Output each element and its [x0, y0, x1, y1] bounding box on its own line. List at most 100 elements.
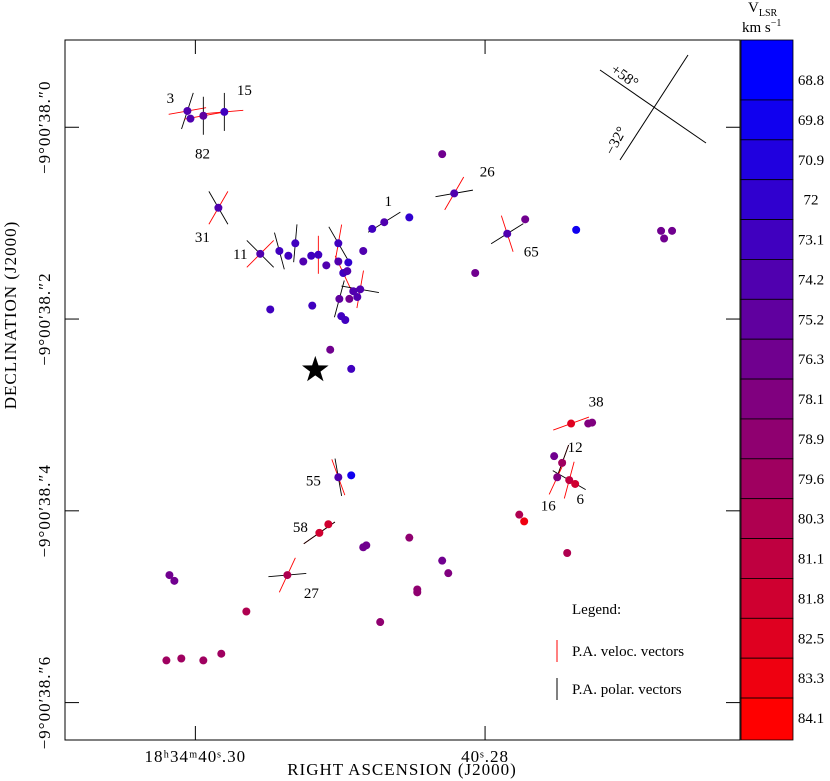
- colorbar-label: 78.1: [798, 392, 824, 408]
- colorbar-cell: [740, 418, 794, 460]
- plot-frame: [64, 39, 741, 741]
- maser-spot: [657, 226, 666, 235]
- maser-spot: [334, 239, 343, 248]
- maser-spot: [660, 234, 669, 243]
- maser-spot: [183, 106, 192, 115]
- legend-title: Legend:: [572, 602, 621, 618]
- maser-spot: [376, 618, 385, 627]
- spot-label: 3: [167, 91, 175, 107]
- x-tick-label: 18ʰ34ᵐ40ˢ.30: [145, 747, 247, 766]
- maser-spot: [521, 215, 530, 224]
- colorbar-label: 84.1: [798, 711, 824, 727]
- colorbar-symbol: V: [748, 0, 759, 16]
- spot-label: 27: [304, 586, 320, 602]
- maser-spot: [405, 533, 414, 542]
- orientation: +58° −32°: [599, 54, 707, 161]
- colorbar-cell: [740, 458, 794, 500]
- maser-spot: [413, 588, 422, 597]
- maser-spot: [353, 292, 362, 301]
- maser-spot: [450, 189, 459, 198]
- maser-spot: [291, 239, 300, 248]
- maser-spot: [186, 114, 195, 123]
- colorbar-label: 81.8: [798, 591, 824, 607]
- colorbar-label: 75.2: [798, 312, 824, 328]
- maser-spot: [553, 473, 562, 482]
- maser-spot: [343, 267, 352, 276]
- colorbar-label: 76.3: [798, 352, 824, 368]
- colorbar-label: 73.1: [798, 233, 824, 249]
- maser-spot: [266, 305, 275, 314]
- maser-spot: [324, 520, 333, 529]
- maser-spot: [334, 473, 343, 482]
- maser-spot: [162, 656, 171, 665]
- spot-label: 55: [306, 473, 321, 489]
- colorbar-cell: [740, 259, 794, 300]
- spot-label: 15: [237, 83, 252, 99]
- y-tick-label: −9°00′38.″4: [35, 464, 54, 557]
- colorbar-cell: [740, 378, 794, 420]
- maser-spot: [220, 107, 229, 116]
- colorbar-cell: [740, 298, 794, 340]
- colorbar-cell: [740, 219, 794, 260]
- spot-label: 58: [293, 520, 308, 536]
- maser-spot: [550, 452, 559, 461]
- maser-spot: [349, 287, 358, 296]
- maser-spot: [314, 250, 323, 259]
- maser-spot: [170, 576, 179, 585]
- legend-label: P.A. polar. vectors: [572, 682, 682, 698]
- colorbar-cell: [740, 578, 794, 619]
- maser-spot: [177, 654, 186, 663]
- colorbar-cell: [740, 617, 794, 659]
- maser-spot: [344, 258, 353, 267]
- spot-label: 6: [576, 492, 584, 508]
- colorbar-cell: [740, 99, 794, 141]
- spot-label: 16: [541, 498, 557, 514]
- maser-spot: [444, 569, 453, 578]
- maser-spot: [515, 510, 524, 519]
- colorbar-label: 69.8: [798, 113, 824, 129]
- spot-label: 38: [589, 395, 604, 411]
- maser-spot: [405, 213, 414, 222]
- maser-spot: [668, 226, 677, 235]
- maser-spot: [335, 294, 344, 303]
- maser-spot: [256, 249, 265, 258]
- colorbar-label: 74.2: [798, 272, 824, 288]
- spot-label: 82: [195, 147, 210, 163]
- maser-spot: [571, 479, 580, 488]
- maser-spot: [380, 218, 389, 227]
- maser-spot: [520, 517, 529, 526]
- colorbar-label: 83.3: [798, 671, 824, 687]
- maser-spot: [214, 203, 223, 212]
- colorbar-unit-exp: −1: [771, 18, 782, 29]
- maser-spot: [567, 419, 576, 428]
- colorbar-cell: [740, 657, 794, 699]
- spot-label: 26: [480, 164, 496, 180]
- maser-spot: [503, 229, 512, 238]
- star: [302, 355, 329, 382]
- maser-spot: [565, 476, 574, 485]
- y-tick-label: −9°00′38.″2: [35, 272, 54, 365]
- orientation-line: [619, 54, 689, 161]
- colorbar-unit-text: km s: [742, 20, 771, 36]
- maser-spot: [199, 656, 208, 665]
- colorbar-cell: [740, 538, 794, 579]
- colorbar-cell: [740, 498, 794, 539]
- maser-spot: [326, 345, 335, 354]
- maser-spot: [299, 257, 308, 266]
- maser-spot: [356, 285, 365, 294]
- colorbar-unit: km s−1: [742, 18, 781, 36]
- maser-spot: [341, 316, 350, 324]
- colorbar-label: 70.9: [798, 153, 824, 169]
- spot-label: 31: [195, 230, 210, 246]
- spot-label: 11: [233, 247, 247, 263]
- maser-spot: [345, 294, 354, 303]
- colorbar-label: 82.5: [798, 631, 824, 647]
- maser-spot: [283, 571, 292, 580]
- maser-spot: [308, 301, 317, 310]
- y-tick-label: −9°00′38.″6: [35, 656, 54, 749]
- maser-spot: [315, 528, 324, 537]
- x-axis-title: RIGHT ASCENSION (J2000): [287, 760, 517, 779]
- maser-spot: [362, 541, 371, 550]
- colorbar-cell: [740, 39, 794, 101]
- maser-spot: [217, 649, 226, 658]
